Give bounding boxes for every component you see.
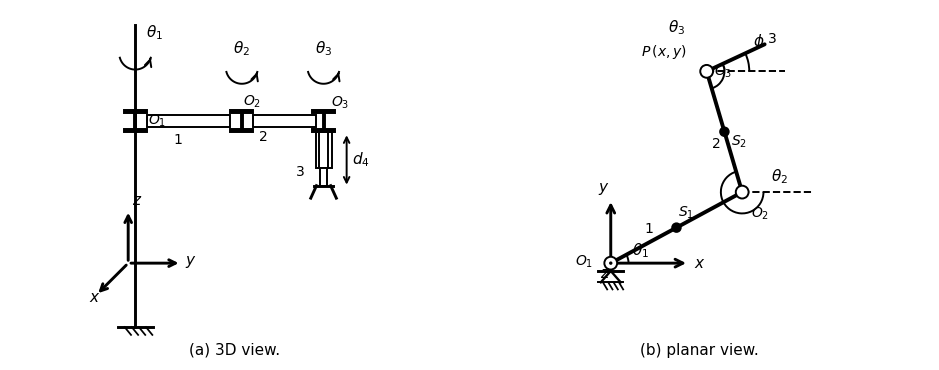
Text: $\theta_2$: $\theta_2$ — [771, 168, 788, 186]
Text: 2: 2 — [259, 130, 268, 144]
Text: $y$: $y$ — [185, 254, 196, 270]
Circle shape — [736, 186, 748, 198]
Bar — [254, 115, 316, 127]
Text: $x$: $x$ — [694, 256, 706, 272]
Text: $\theta_1$: $\theta_1$ — [632, 241, 649, 260]
Text: $z$: $z$ — [131, 192, 142, 208]
Text: $P\,(x,y)$: $P\,(x,y)$ — [641, 43, 687, 61]
Circle shape — [605, 257, 617, 269]
Bar — [312, 110, 335, 113]
Bar — [146, 115, 230, 127]
Circle shape — [700, 65, 713, 78]
Text: 2: 2 — [712, 137, 721, 151]
Text: 3: 3 — [296, 165, 305, 179]
Circle shape — [672, 223, 681, 232]
Text: $\theta_3$: $\theta_3$ — [668, 18, 685, 37]
Bar — [312, 129, 335, 132]
Text: $O_3$: $O_3$ — [715, 63, 732, 80]
Text: $x$: $x$ — [89, 290, 100, 305]
Text: 1: 1 — [644, 222, 654, 236]
Bar — [124, 110, 146, 113]
Text: (b) planar view.: (b) planar view. — [640, 343, 759, 358]
Text: $O_1$: $O_1$ — [575, 253, 593, 270]
Text: $\phi$: $\phi$ — [753, 33, 764, 51]
Text: $y$: $y$ — [598, 181, 609, 197]
Text: 1: 1 — [174, 133, 182, 147]
Text: $S_1$: $S_1$ — [678, 205, 694, 221]
Bar — [316, 132, 331, 168]
Bar — [230, 110, 254, 113]
Text: 3: 3 — [768, 31, 777, 46]
Text: $\theta_2$: $\theta_2$ — [234, 39, 251, 58]
Text: $O_2$: $O_2$ — [751, 206, 769, 222]
Text: $z$: $z$ — [600, 266, 610, 281]
Text: (a) 3D view.: (a) 3D view. — [189, 343, 281, 358]
Text: $O_2$: $O_2$ — [242, 93, 261, 110]
Text: $O_3$: $O_3$ — [331, 95, 349, 111]
Text: $\theta_3$: $\theta_3$ — [315, 39, 332, 58]
Bar — [320, 168, 327, 186]
Text: $O_1$: $O_1$ — [147, 113, 166, 129]
Bar — [230, 129, 254, 132]
Text: $S_2$: $S_2$ — [731, 134, 747, 150]
Bar — [124, 129, 146, 132]
Circle shape — [609, 262, 612, 265]
Text: $\theta_1$: $\theta_1$ — [146, 23, 163, 41]
Text: $d_4$: $d_4$ — [352, 151, 370, 169]
Circle shape — [720, 127, 729, 136]
